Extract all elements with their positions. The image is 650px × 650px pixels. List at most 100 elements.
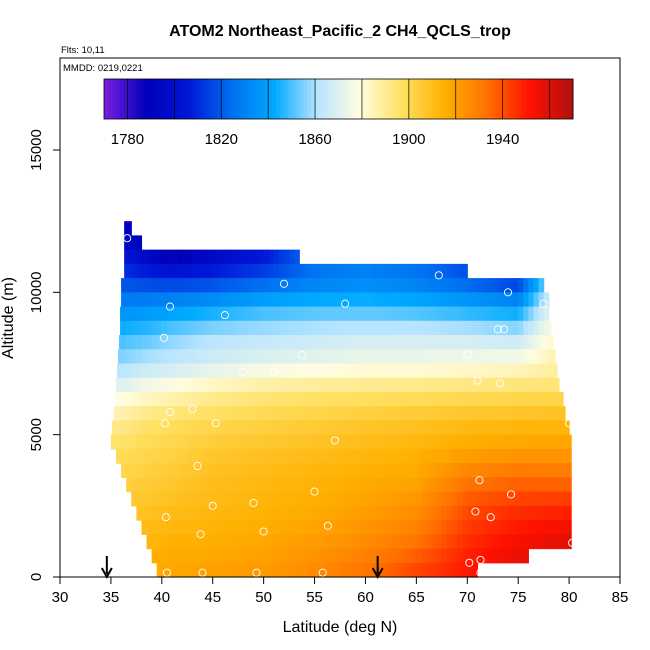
heatmap-cell (278, 335, 285, 350)
heatmap-cell (431, 278, 438, 293)
heatmap-cell (462, 320, 468, 336)
heatmap-cell (467, 320, 473, 336)
heatmap-cell (538, 335, 545, 350)
heatmap-cell (121, 420, 127, 436)
heatmap-cell (553, 463, 560, 478)
heatmap-cell (502, 463, 509, 478)
heatmap-cell (446, 534, 453, 550)
heatmap-cell (548, 406, 555, 422)
heatmap-cell (119, 335, 122, 350)
heatmap-cell (446, 320, 453, 336)
heatmap-cell (558, 520, 565, 535)
heatmap-cell (345, 391, 351, 407)
heatmap-cell (304, 306, 311, 322)
heatmap-cell (268, 448, 275, 464)
heatmap-cell (441, 534, 448, 550)
heatmap-cell (151, 534, 158, 550)
heatmap-cell (207, 562, 214, 578)
heatmap-cell (370, 534, 377, 550)
heatmap-cell (233, 548, 239, 564)
heatmap-cell (207, 463, 214, 478)
heatmap-cell (396, 377, 402, 393)
heatmap-cell (380, 335, 387, 350)
colorbar-swatch (498, 79, 504, 119)
heatmap-cell (141, 306, 148, 322)
chart-title: ATOM2 Northeast_Pacific_2 CH4_QCLS_trop (169, 23, 511, 40)
heatmap-cell (294, 278, 300, 293)
heatmap-cell (360, 477, 367, 493)
heatmap-cell (141, 406, 148, 422)
heatmap-cell (421, 420, 428, 436)
heatmap-cell (441, 349, 448, 365)
heatmap-cell (518, 448, 524, 464)
heatmap-cell (385, 477, 392, 493)
heatmap-cell (401, 491, 407, 507)
heatmap-cell (426, 278, 433, 293)
heatmap-cell (441, 320, 448, 336)
colorbar-swatch (287, 79, 293, 119)
heatmap-cell (289, 548, 295, 564)
heatmap-cell (166, 477, 173, 493)
heatmap-cell (502, 534, 509, 550)
heatmap-cell (472, 278, 479, 293)
heatmap-cell (136, 448, 143, 464)
heatmap-cell (136, 363, 143, 379)
heatmap-cell (324, 434, 331, 450)
heatmap-cell (355, 420, 361, 436)
heatmap-cell (273, 534, 280, 550)
heatmap-cell (197, 534, 204, 550)
heatmap-cell (238, 548, 244, 564)
heatmap-cell (350, 520, 356, 535)
heatmap-cell (406, 420, 412, 436)
heatmap-cell (518, 377, 524, 393)
heatmap-cell (289, 335, 295, 350)
heatmap-cell (177, 477, 183, 493)
heatmap-cell (284, 292, 290, 308)
heatmap-cell (523, 534, 529, 550)
heatmap-cell (258, 562, 265, 578)
heatmap-cell (222, 263, 229, 279)
heatmap-cell (217, 320, 224, 336)
heatmap-cell (202, 505, 209, 521)
heatmap-cell (421, 548, 428, 564)
heatmap-cell (156, 306, 163, 322)
heatmap-cell (497, 306, 504, 322)
heatmap-cell (319, 548, 326, 564)
heatmap-cell (472, 363, 479, 379)
heatmap-cell (416, 377, 423, 393)
heatmap-cell (385, 505, 392, 521)
heatmap-cell (492, 520, 499, 535)
heatmap-cell (385, 391, 392, 407)
heatmap-cell (329, 292, 336, 308)
heatmap-cell (268, 320, 275, 336)
sample-point (473, 376, 482, 385)
heatmap-cell (253, 278, 260, 293)
heatmap-cell (243, 477, 249, 493)
heatmap-cell (401, 306, 407, 322)
heatmap-cell (528, 448, 535, 464)
colorbar-swatch (322, 79, 328, 119)
heatmap-cell (268, 491, 275, 507)
colorbar-swatch (299, 79, 304, 119)
heatmap-cell (528, 377, 535, 393)
heatmap-cell (472, 534, 479, 550)
heatmap-cell (202, 320, 209, 336)
heatmap-cell (360, 391, 367, 407)
heatmap-cell (340, 491, 346, 507)
heatmap-cell (146, 448, 153, 464)
sample-point (196, 530, 205, 539)
heatmap-cell (380, 505, 387, 521)
x-tick-label: 30 (52, 589, 69, 606)
heatmap-cell (431, 263, 438, 279)
heatmap-cell (212, 363, 219, 379)
heatmap-cell (487, 491, 494, 507)
heatmap-cell (411, 420, 417, 436)
heatmap-cell (523, 349, 529, 365)
heatmap-cell (365, 292, 372, 308)
heatmap-cell (360, 363, 367, 379)
heatmap-cell (273, 263, 280, 279)
heatmap-cell (334, 448, 341, 464)
heatmap-cell (502, 406, 509, 422)
heatmap-cell (166, 335, 173, 350)
heatmap-cell (406, 520, 412, 535)
